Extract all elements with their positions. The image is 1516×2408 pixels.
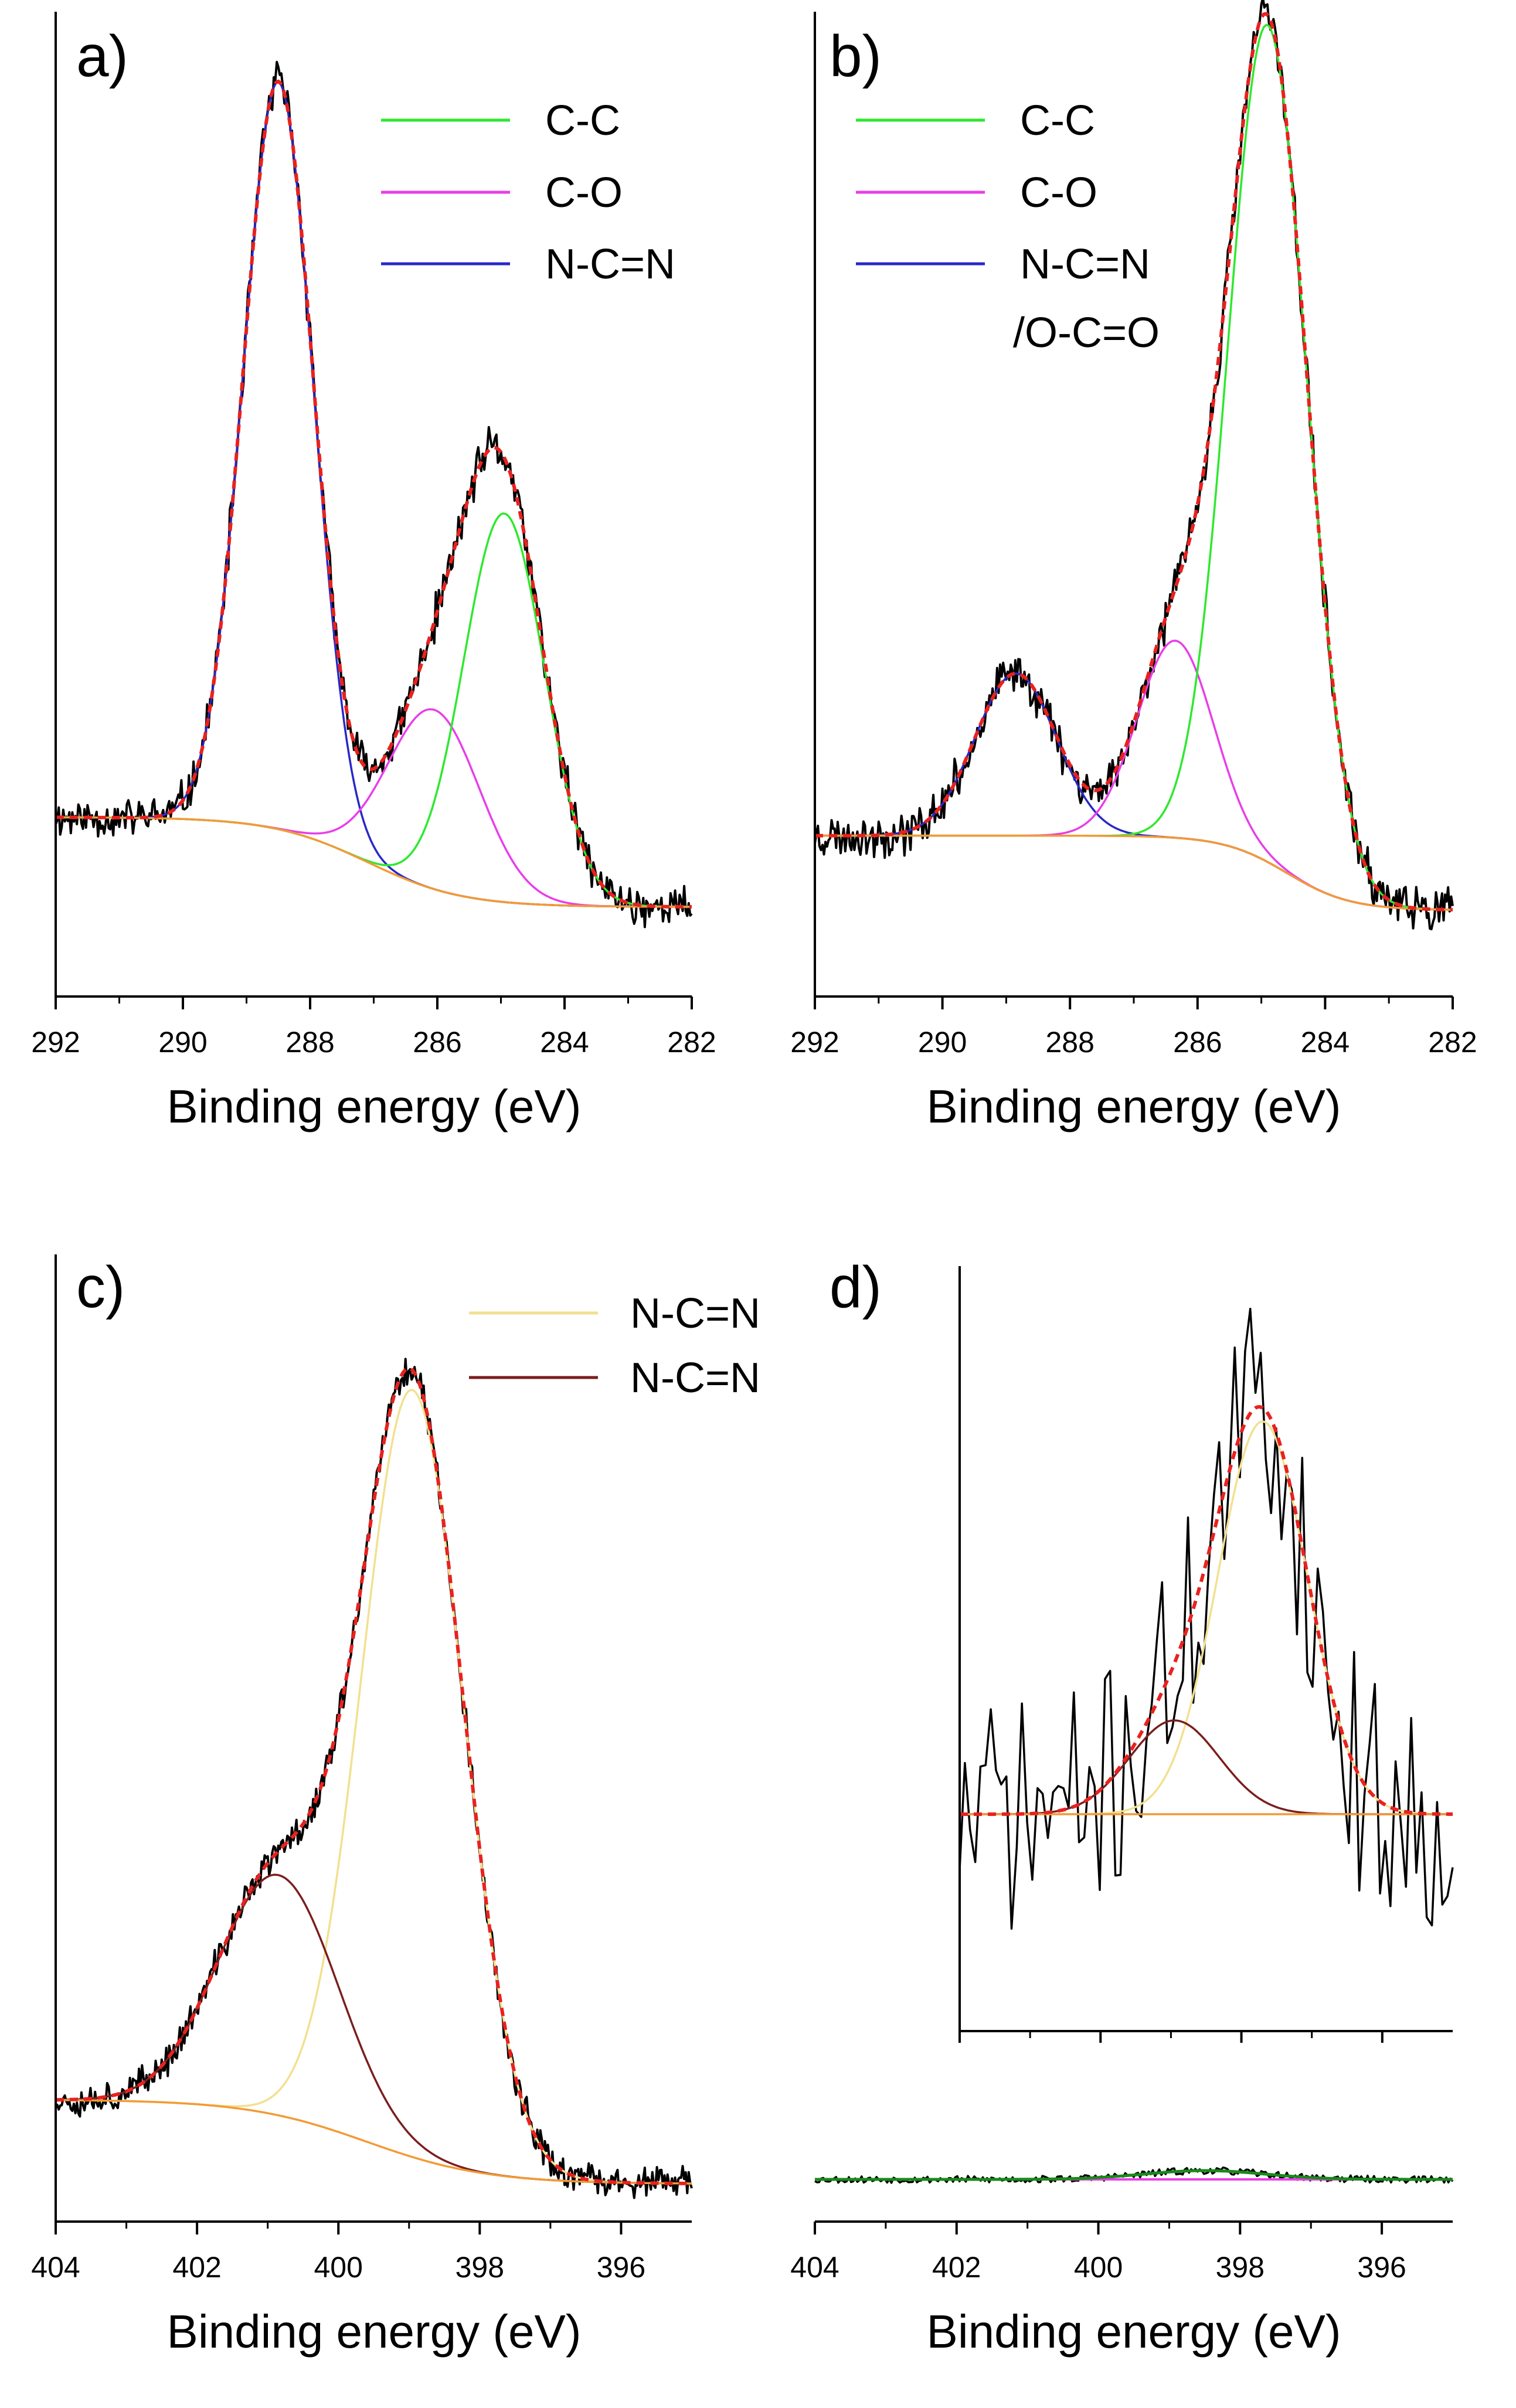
panel-a-legend-co-label: C-O (545, 169, 623, 216)
panel-c-label: c) (76, 1254, 125, 1320)
panel-a-legend: C-C C-O N-C=N (381, 97, 675, 288)
panel-a-x-ticks: 292 290 288 286 284 282 (31, 996, 716, 1059)
panel-b-legend-ncn-label: N-C=N (1020, 241, 1150, 288)
panel-b-component-3-line (815, 23, 1453, 911)
panel-c-tick-label-402: 402 (172, 2251, 221, 2284)
panel-c-legend: N-C=N N-C=N (469, 1290, 760, 1402)
panel-d-fit-line (815, 2169, 1453, 2181)
panel-b-legend: C-C C-O N-C=N /O-C=O (856, 97, 1160, 356)
panel-c-legend-n1-label: N-C=N (630, 1290, 760, 1337)
panel-a-legend-cc-label: C-C (545, 97, 620, 144)
panel-a-label: a) (76, 23, 128, 89)
panel-c-x-ticks: 404 402 400 398 396 (31, 2222, 645, 2284)
panel-b-tick-label-286: 286 (1173, 1026, 1222, 1059)
panel-a: a) 292 290 288 286 284 282 Binding energy (eV… (31, 12, 716, 1132)
panel-d-x-ticks: 404 402 400 398 396 (790, 2222, 1406, 2284)
panel-c-tick-label-404: 404 (31, 2251, 80, 2284)
panel-b-tick-label-284: 284 (1301, 1026, 1350, 1059)
panel-a-tick-label-290: 290 (158, 1026, 207, 1059)
panel-b-component-2-line (815, 640, 1453, 911)
panel-b-legend-cc-label: C-C (1020, 97, 1095, 144)
panel-b-x-title: Binding energy (eV) (926, 1080, 1341, 1132)
panel-a-x-title: Binding energy (eV) (166, 1080, 581, 1132)
panel-d: d) 404 402 400 398 396 Binding energy (eV) (790, 1254, 1454, 2358)
panel-d-tick-label-398: 398 (1216, 2251, 1265, 2284)
panel-b-envelope-line (815, 12, 1453, 911)
panel-c-plot (55, 1358, 693, 2199)
panel-c-tick-label-400: 400 (314, 2251, 363, 2284)
panel-b-background-line (815, 834, 1453, 911)
panel-a-tick-label-292: 292 (31, 1026, 80, 1059)
panel-b-tick-label-292: 292 (790, 1026, 839, 1059)
panel-b-measured-line (814, 0, 1454, 931)
panel-b-legend-oco-label: /O-C=O (1013, 309, 1160, 356)
panel-d-inset-plot (958, 1307, 1454, 1930)
panel-d-plot (814, 2166, 1454, 2184)
panel-b-tick-label-288: 288 (1045, 1026, 1094, 1059)
panel-a-tick-label-282: 282 (667, 1026, 716, 1059)
panel-d-tick-label-402: 402 (932, 2251, 981, 2284)
panel-c-x-title: Binding energy (eV) (166, 2305, 581, 2358)
panel-a-tick-label-288: 288 (285, 1026, 334, 1059)
panel-d-inset-x-ticks (958, 2031, 1384, 2043)
panel-c: c) 404 402 400 398 396 Binding energy (eV) N… (31, 1254, 760, 2358)
panel-a-background-line (56, 816, 692, 908)
panel-d-tick-label-396: 396 (1357, 2251, 1406, 2284)
panel-c-tick-label-396: 396 (597, 2251, 645, 2284)
panel-d-tick-label-400: 400 (1074, 2251, 1123, 2284)
panel-b-label: b) (830, 23, 882, 89)
panel-a-legend-ncn-label: N-C=N (545, 241, 675, 288)
panel-a-tick-label-286: 286 (413, 1026, 461, 1059)
panel-d-inset-measured-line (958, 1307, 1454, 1930)
panel-b-tick-label-282: 282 (1428, 1026, 1477, 1059)
panel-b-component-1-line (815, 672, 1453, 911)
panel-b-plot (814, 0, 1454, 931)
panel-b-x-ticks: 292 290 288 286 284 282 (790, 996, 1477, 1059)
panel-d-x-title: Binding energy (eV) (926, 2305, 1341, 2358)
panel-a-plot (55, 60, 693, 928)
panel-c-component-2-line (56, 1873, 692, 2185)
panel-b-tick-label-290: 290 (918, 1026, 967, 1059)
panel-c-legend-n2-label: N-C=N (630, 1355, 760, 1402)
panel-c-background-line (55, 2099, 692, 2185)
panel-c-tick-label-398: 398 (456, 2251, 504, 2284)
panel-c-envelope-line (56, 1366, 692, 2185)
panel-d-inset (958, 1266, 1454, 2043)
panel-b: b) 292 290 288 286 284 282 Binding energy (eV… (790, 0, 1477, 1132)
panel-d-inset-envelope-line (960, 1405, 1453, 1816)
panel-a-tick-label-284: 284 (540, 1026, 589, 1059)
panel-a-envelope-line (56, 79, 692, 909)
panel-d-label: d) (830, 1254, 882, 1320)
panel-c-measured-line (55, 1358, 693, 2199)
panel-d-tick-label-404: 404 (790, 2251, 839, 2284)
panel-b-legend-co-label: C-O (1020, 169, 1097, 216)
